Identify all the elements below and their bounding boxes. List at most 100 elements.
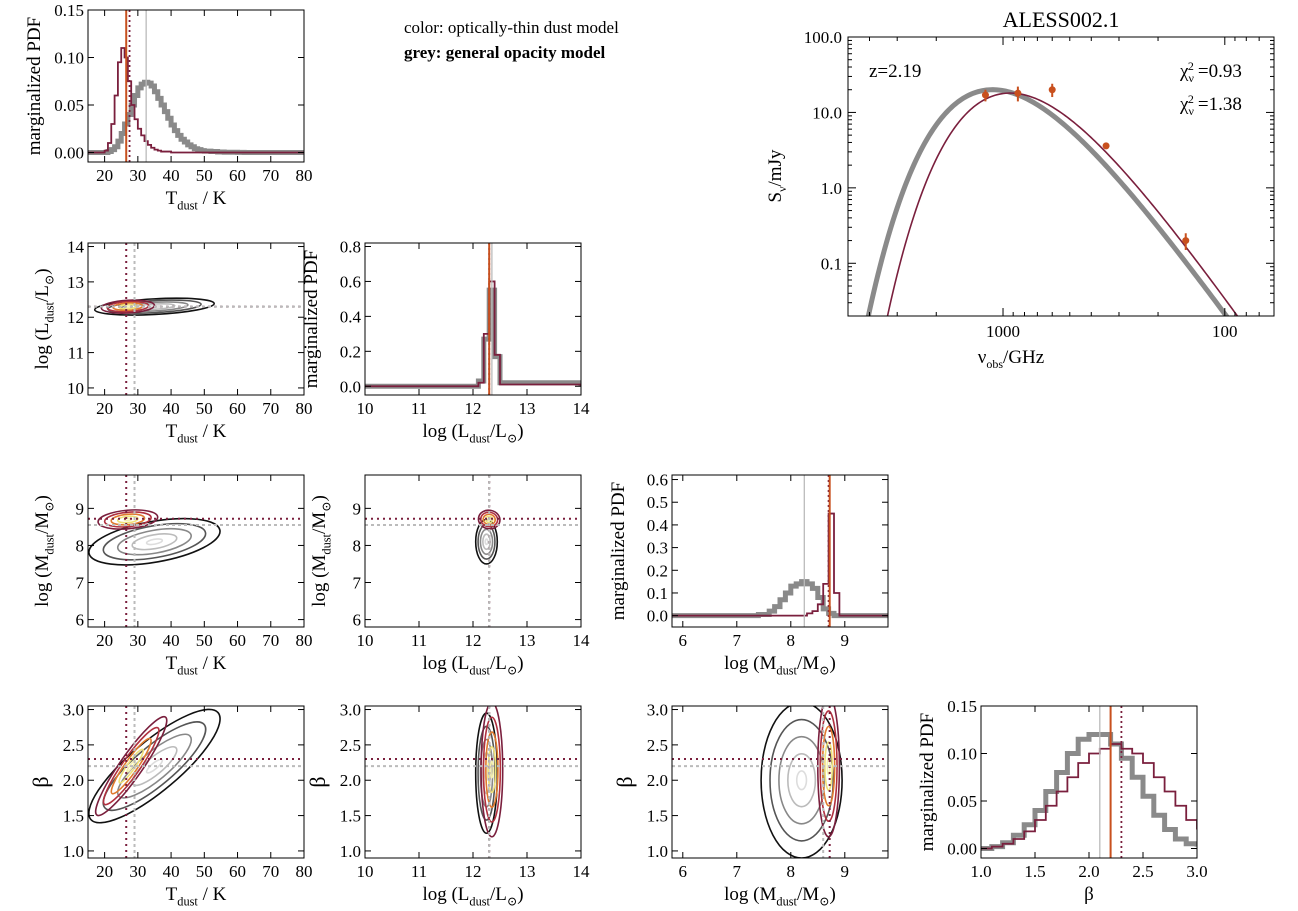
x-tick-label: 8	[787, 631, 796, 650]
y-tick-label: 9	[76, 499, 85, 518]
sed-x-tick-label: 100	[1212, 322, 1238, 341]
x-axis-label: log (Mdust/M⊙)	[724, 653, 836, 677]
contour-general-level-1	[102, 522, 207, 561]
y-tick-label: 0.2	[647, 561, 668, 580]
x-tick-label: 70	[262, 631, 279, 650]
x-tick-label: 1.5	[1024, 862, 1045, 881]
x-tick-label: 80	[296, 862, 313, 881]
y-axis-label-text: log (Mdust/M⊙)	[309, 495, 333, 607]
plot-area-c_beta_tdust	[88, 706, 304, 858]
frame-c_beta_mdust	[671, 705, 889, 859]
y-tick-label: 6	[353, 611, 362, 630]
x-tick-label: 20	[96, 631, 113, 650]
sed-data-point	[1048, 86, 1056, 94]
x-tick-label: 50	[196, 166, 213, 185]
x-tick-label: 12	[465, 862, 482, 881]
x-tick-label: 70	[262, 399, 279, 418]
x-tick-label: 6	[679, 862, 688, 881]
y-tick-label: 1.5	[340, 807, 361, 826]
x-axis-label-text: log (Mdust/M⊙)	[724, 884, 836, 908]
sed-x-tick-label: 1000	[986, 322, 1020, 341]
sed-y-tick-label: 1.0	[821, 179, 842, 198]
x-tick-label: 40	[163, 399, 180, 418]
x-tick-label: 80	[296, 166, 313, 185]
y-tick-label: 8	[353, 536, 362, 555]
panel-c_mdust_ldust: 10 11 12 13 14 6 7 8 9 log (Ldust/L⊙) log (Mdust/M…	[309, 474, 590, 677]
plot-area-c_mdust_ldust	[365, 475, 581, 627]
y-axis-label: log (Mdust/M⊙)	[309, 495, 333, 607]
contour-thin-level-1	[102, 726, 160, 806]
y-tick-label: 0.10	[947, 745, 977, 764]
frame-c_mdust_ldust	[364, 474, 582, 628]
x-tick-label: 1.0	[970, 862, 991, 881]
y-axis-label: log (Ldust/L⊙)	[32, 268, 56, 369]
x-axis-label: log (Ldust/L⊙)	[422, 421, 523, 445]
plot-area-c_mdust_tdust	[88, 475, 304, 627]
y-tick-label: 0.15	[947, 697, 977, 716]
y-tick-label: 0.4	[340, 307, 362, 326]
plot-area-pdf_ldust	[365, 243, 581, 395]
contour-general-level-2	[479, 528, 494, 555]
y-axis-label: marginalized PDF	[301, 250, 322, 388]
x-tick-label: 60	[229, 862, 246, 881]
x-axis-label-text: log (Ldust/L⊙)	[422, 653, 523, 677]
x-tick-label: 11	[411, 631, 427, 650]
y-axis-label: β	[612, 776, 637, 787]
y-tick-label: 1.0	[340, 842, 361, 861]
histogram-thin	[365, 280, 581, 388]
y-tick-label: 12	[67, 308, 84, 327]
x-tick-label: 70	[262, 862, 279, 881]
contour-general-level-4	[145, 758, 164, 774]
y-tick-label: 7	[353, 574, 362, 593]
contour-thin-level-0	[477, 509, 501, 530]
x-axis-label: Tdust / K	[166, 884, 227, 908]
x-tick-label: 50	[196, 631, 213, 650]
x-tick-label: 30	[129, 631, 146, 650]
sed-curve-thin	[886, 92, 1239, 316]
frame-pdf_tdust	[87, 9, 305, 163]
sed-x-axis-label: νobs/GHz	[978, 347, 1044, 371]
x-tick-label: 40	[163, 631, 180, 650]
x-tick-label: 7	[733, 862, 742, 881]
plot-area-c_ldust_tdust	[88, 243, 304, 395]
y-tick-label: 0.00	[54, 144, 84, 163]
y-tick-label: 0.0	[647, 607, 668, 626]
frame-c_beta_ldust	[364, 705, 582, 859]
x-tick-label: 60	[229, 166, 246, 185]
sed-y-axis-label: Sν/mJy	[765, 149, 789, 202]
y-tick-label: 0.0	[340, 377, 361, 396]
frame-c_beta_tdust	[87, 705, 305, 859]
contour-thin-level-2	[110, 737, 152, 795]
sed-plot-area	[865, 83, 1239, 316]
y-tick-label: 7	[76, 574, 85, 593]
legend-grey-text: grey: general opacity model	[404, 43, 606, 62]
x-axis-label: Tdust / K	[166, 188, 227, 212]
x-tick-label: 3.0	[1186, 862, 1207, 881]
panel-c_ldust_tdust: 20 30 40 50 60 70 80 10 11 12 13 14 Tdust / K log (Ld…	[32, 238, 313, 446]
sed-data-point	[1182, 237, 1190, 245]
x-tick-label: 9	[841, 862, 850, 881]
x-tick-label: 20	[96, 166, 113, 185]
contour-general-level-3	[131, 533, 178, 551]
x-tick-label: 14	[573, 862, 591, 881]
y-tick-label: 0.05	[947, 792, 977, 811]
y-tick-label: 0.10	[54, 49, 84, 68]
y-axis-label-text: log (Ldust/L⊙)	[32, 268, 56, 369]
x-tick-label: 11	[411, 862, 427, 881]
y-axis-label: β	[28, 776, 53, 787]
x-axis-label: β	[1084, 884, 1094, 905]
x-tick-label: 20	[96, 862, 113, 881]
y-tick-label: 0.4	[647, 516, 669, 535]
x-tick-label: 13	[519, 399, 536, 418]
x-tick-label: 80	[296, 631, 313, 650]
panel-pdf_tdust: 20 30 40 50 60 70 80 0.00 0.05 0.10 0.15 Tdust / K m…	[24, 1, 313, 212]
contour-general-level-4	[484, 538, 489, 546]
y-axis-label: log (Mdust/M⊙)	[32, 495, 56, 607]
x-tick-label: 40	[163, 862, 180, 881]
contour-general-level-0	[88, 517, 221, 566]
contour-general-level-1	[769, 718, 834, 842]
y-axis-label-text: log (Mdust/M⊙)	[32, 495, 56, 607]
x-axis-label-text: Tdust / K	[166, 884, 227, 908]
y-tick-label: 0.3	[647, 539, 668, 558]
